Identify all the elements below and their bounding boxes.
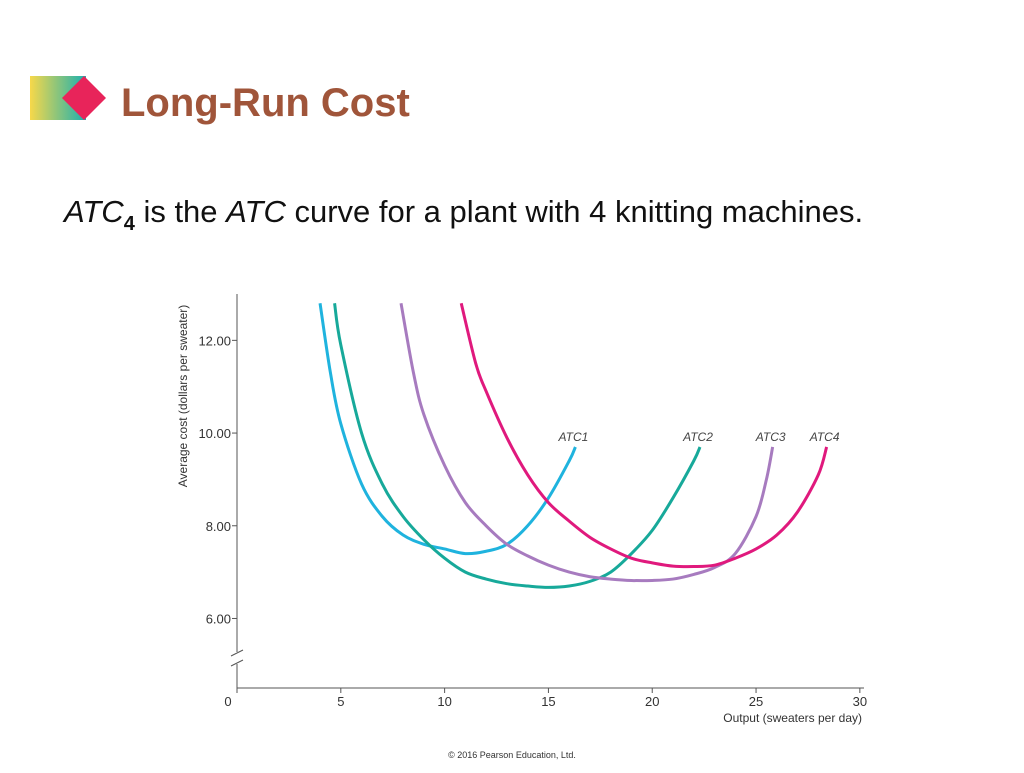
line [333,303,702,589]
x-tick-label: 5 [337,694,344,709]
y-axis-label: Average cost (dollars per sweater) [176,305,190,488]
y-tick-label: 12.00 [198,333,231,348]
line [318,303,577,556]
chart: Average cost (dollars per sweater) Outpu… [176,294,867,725]
body-text-part: ATC [62,194,124,229]
axis-break [230,649,244,657]
body-text-part: is the [135,194,226,229]
header-diamond [62,76,106,120]
y-tick-label: 10.00 [198,426,231,441]
x-tick-label: 10 [437,694,451,709]
line [459,302,829,569]
x-tick-label: 15 [541,694,555,709]
legend-label: ATC4 [809,430,840,444]
body-text-part: ATC [224,194,286,229]
axis-break-gap [230,652,244,664]
y-tick-label: 8.00 [206,519,231,534]
legend-label: ATC2 [682,430,713,444]
slide-title: Long-Run Cost [121,81,410,125]
body-text-part: 4 [124,213,136,235]
body-text-part: curve for a plant with 4 knitting machin… [286,194,863,229]
x-tick-label: 30 [853,694,867,709]
y-tick-label: 6.00 [206,611,231,626]
x-tick-label: 0 [224,694,231,709]
axis-break [230,659,244,667]
legend-label: ATC3 [755,430,786,444]
x-tick-label: 20 [645,694,659,709]
x-tick-label: 25 [749,694,763,709]
footer: © 2016 Pearson Education, Ltd. [448,750,576,760]
x-axis-label: Output (sweaters per day) [723,711,862,725]
body-text: ATC4 is the ATC curve for a plant with 4… [62,194,863,235]
legend-label: ATC1 [558,430,589,444]
